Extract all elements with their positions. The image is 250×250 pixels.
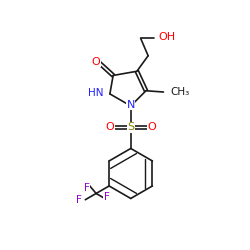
Text: O: O bbox=[92, 57, 100, 67]
Text: F: F bbox=[76, 195, 82, 205]
Text: F: F bbox=[84, 183, 90, 193]
Text: O: O bbox=[147, 122, 156, 132]
Text: S: S bbox=[127, 122, 134, 132]
Text: CH₃: CH₃ bbox=[170, 87, 190, 97]
Text: F: F bbox=[104, 192, 110, 202]
Text: N: N bbox=[126, 100, 135, 110]
Text: HN: HN bbox=[88, 88, 104, 98]
Text: O: O bbox=[106, 122, 114, 132]
Text: OH: OH bbox=[158, 32, 175, 42]
